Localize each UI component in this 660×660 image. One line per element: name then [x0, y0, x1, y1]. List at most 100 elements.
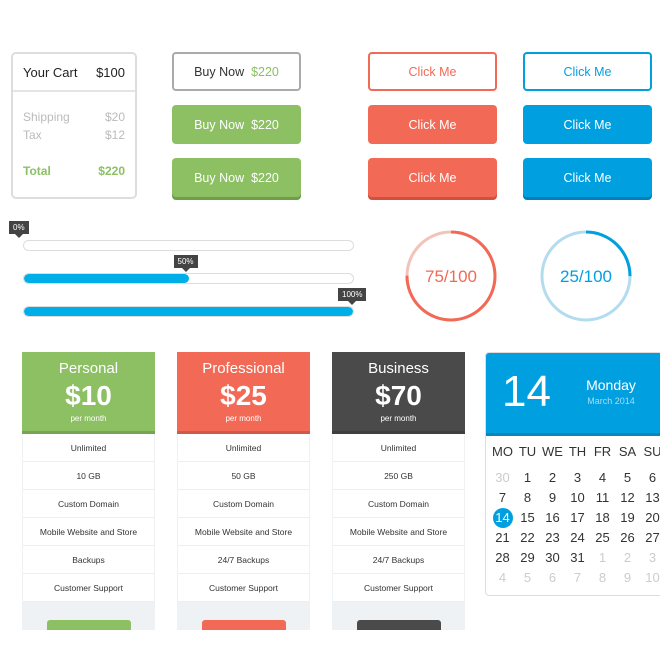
shipping-label: Shipping — [23, 110, 70, 124]
plan-feature: 10 GB — [23, 462, 154, 490]
buy-now-price: $220 — [251, 170, 279, 185]
cart-summary: Your Cart $100 Shipping $20 Tax $12 Total $2… — [11, 52, 137, 199]
plan-feature: Custom Domain — [23, 490, 154, 518]
weekday-label: TH — [568, 444, 587, 459]
click-me-red-outline-button[interactable]: Click Me — [368, 52, 497, 91]
click-me-red-raised-button[interactable]: Click Me — [368, 158, 497, 197]
click-me-blue-outline-button[interactable]: Click Me — [523, 52, 652, 91]
calendar-date[interactable]: 7 — [573, 570, 582, 585]
calendar-date[interactable]: 7 — [498, 490, 507, 505]
calendar-date[interactable]: 2 — [548, 470, 557, 485]
calendar-date[interactable]: 30 — [495, 470, 510, 485]
calendar-weekday: Monday — [586, 377, 636, 393]
calendar-date[interactable]: 20 — [645, 510, 660, 525]
calendar-date[interactable]: 17 — [570, 510, 585, 525]
plan-name: Professional — [202, 360, 285, 377]
pricing-header: Personal $10 per month — [22, 352, 155, 434]
calendar-date[interactable]: 22 — [520, 530, 535, 545]
calendar-date[interactable]: 5 — [523, 570, 532, 585]
calendar-date[interactable]: 26 — [620, 530, 635, 545]
calendar-date[interactable]: 18 — [595, 510, 610, 525]
progress-tooltip: 0% — [9, 221, 29, 238]
cart-header: Your Cart $100 — [13, 54, 135, 92]
calendar-date[interactable]: 29 — [520, 550, 535, 565]
buy-now-label: Buy Now — [194, 170, 245, 185]
calendar-date[interactable]: 11 — [595, 490, 610, 505]
click-me-red-flat-button[interactable]: Click Me — [368, 105, 497, 144]
buy-now-flat-button[interactable]: Buy Now $220 — [172, 105, 301, 144]
calendar-date[interactable]: 1 — [523, 470, 532, 485]
calendar-date[interactable]: 6 — [548, 570, 557, 585]
calendar-date[interactable]: 2 — [623, 550, 632, 565]
calendar-date[interactable]: 3 — [648, 550, 657, 565]
tax-label: Tax — [23, 128, 42, 142]
plan-name: Business — [368, 360, 429, 377]
plan-feature: 50 GB — [178, 462, 309, 490]
calendar-date[interactable]: 31 — [570, 550, 585, 565]
calendar-date[interactable]: 9 — [623, 570, 632, 585]
total-label: Total — [23, 164, 51, 178]
progress-fill — [24, 274, 189, 283]
plan-signup-button[interactable] — [357, 620, 441, 630]
calendar-date[interactable]: 9 — [548, 490, 557, 505]
plan-price: $10 — [65, 380, 112, 411]
plan-feature: 24/7 Backups — [178, 546, 309, 574]
calendar-date[interactable]: 12 — [620, 490, 635, 505]
plan-period: per month — [380, 414, 417, 423]
plan-price: $70 — [375, 380, 422, 411]
calendar-date[interactable]: 8 — [523, 490, 532, 505]
calendar-date[interactable]: 10 — [645, 570, 660, 585]
calendar-date[interactable]: 1 — [598, 550, 607, 565]
calendar-date[interactable]: 4 — [498, 570, 507, 585]
calendar-date[interactable]: 4 — [598, 470, 607, 485]
calendar-date[interactable]: 28 — [495, 550, 510, 565]
calendar-date[interactable]: 16 — [545, 510, 560, 525]
calendar-date[interactable]: 13 — [645, 490, 660, 505]
calendar-date[interactable]: 10 — [570, 490, 585, 505]
progress-bar-0 — [23, 240, 354, 251]
buy-now-raised-button[interactable]: Buy Now $220 — [172, 158, 301, 197]
plan-name: Personal — [58, 360, 119, 377]
pricing-header: Business $70 per month — [332, 352, 465, 434]
progress-tooltip: 50% — [173, 255, 198, 272]
plan-signup-button[interactable] — [202, 620, 286, 630]
calendar-date[interactable]: 25 — [595, 530, 610, 545]
calendar-date[interactable]: 3 — [573, 470, 582, 485]
plan-feature: Customer Support — [23, 574, 154, 602]
calendar: 14 Monday March 2014 MO TU WE TH FR SA SU 30 1 2… — [485, 352, 660, 596]
plan-feature: Unlimited — [333, 434, 464, 462]
tax-value: $12 — [104, 128, 125, 142]
plan-feature: 24/7 Backups — [333, 546, 464, 574]
click-me-blue-flat-button[interactable]: Click Me — [523, 105, 652, 144]
gauge-arc — [405, 230, 497, 322]
calendar-date[interactable]: 24 — [570, 530, 585, 545]
calendar-date[interactable]: 5 — [623, 470, 632, 485]
progress-tooltip: 100% — [338, 288, 367, 305]
calendar-date[interactable]: 19 — [620, 510, 635, 525]
calendar-date[interactable]: 30 — [545, 550, 560, 565]
click-me-blue-raised-button[interactable]: Click Me — [523, 158, 652, 197]
plan-feature: Unlimited — [23, 434, 154, 462]
gauge-25-label: 25/100 — [560, 267, 612, 286]
calendar-date[interactable]: 23 — [545, 530, 560, 545]
plan-feature: Custom Domain — [178, 490, 309, 518]
calendar-date[interactable]: 14 — [492, 508, 513, 528]
plan-period: per month — [225, 414, 262, 423]
buy-now-label: Buy Now — [194, 117, 245, 132]
calendar-day: 14 — [502, 367, 551, 416]
cart-title: Your Cart — [23, 65, 78, 80]
buy-now-outline-button[interactable]: Buy Now $220 — [172, 52, 301, 91]
calendar-date[interactable]: 8 — [598, 570, 607, 585]
gauge-25 — [540, 230, 632, 322]
calendar-date[interactable]: 27 — [645, 530, 660, 545]
plan-signup-button[interactable] — [47, 620, 131, 630]
calendar-date[interactable]: 6 — [648, 470, 657, 485]
circular-gauges: 75/100 25/100 — [405, 230, 632, 322]
pricing-card-professional: Professional $25 per month Unlimited 50 GB Cu… — [177, 352, 310, 630]
buy-now-label: Buy Now — [194, 64, 245, 79]
calendar-date[interactable]: 15 — [520, 510, 535, 525]
progress-bar-50 — [23, 273, 354, 284]
pricing-header: Professional $25 per month — [177, 352, 310, 434]
pricing-card-business: Business $70 per month Unlimited 250 GB Custo… — [332, 352, 465, 630]
calendar-date[interactable]: 21 — [495, 530, 510, 545]
